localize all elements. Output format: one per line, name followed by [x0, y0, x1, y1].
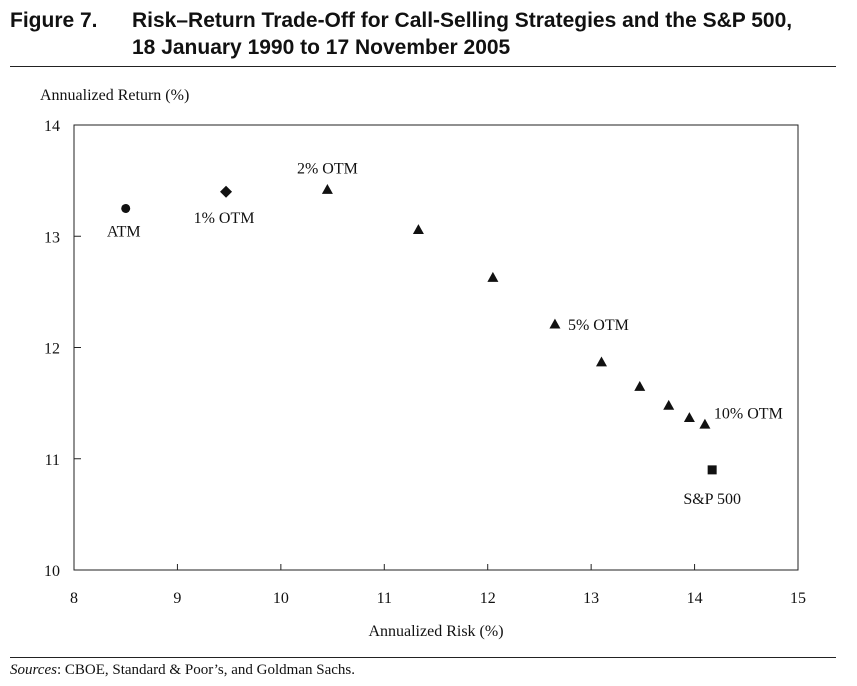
y-axis-label: Annualized Return (%) — [40, 87, 189, 104]
point-label: 2% OTM — [297, 161, 358, 178]
point-label: ATM — [107, 223, 141, 240]
data-point-circle — [121, 203, 131, 213]
x-tick-label: 12 — [480, 590, 496, 607]
bottom-rule — [10, 657, 836, 658]
x-tick-label: 11 — [377, 590, 392, 607]
x-tick-label: 10 — [273, 590, 289, 607]
y-tick-label: 10 — [44, 563, 60, 580]
data-point-triangle — [663, 399, 675, 410]
y-tick-label: 12 — [44, 341, 60, 358]
sources-text: : CBOE, Standard & Poor’s, and Goldman S… — [56, 662, 355, 678]
data-point-triangle — [549, 318, 561, 329]
data-point-triangle — [683, 412, 695, 422]
plot-area: 8 9 10 11 12 13 14 15 10 11 12 13 14 Annualized Risk … — [40, 87, 806, 640]
data-point-triangle — [595, 356, 607, 367]
point-label: 1% OTM — [194, 210, 255, 227]
sources-note: Sources: CBOE, Standard & Poor’s, and Go… — [10, 662, 355, 679]
y-tick-label: 11 — [45, 452, 60, 469]
sources-prefix: Sources — [10, 662, 57, 678]
data-point-triangle — [321, 184, 333, 194]
y-tick-label: 14 — [44, 118, 60, 135]
x-tick-label: 9 — [173, 590, 181, 607]
figure-title-line1: Risk–Return Trade-Off for Call-Selling S… — [132, 9, 793, 32]
data-point-triangle — [699, 418, 711, 429]
figure-number: Figure 7. — [10, 9, 98, 32]
x-tick-label: 15 — [790, 590, 806, 607]
data-point-triangle — [412, 224, 424, 234]
data-point-square — [707, 465, 717, 475]
point-label: S&P 500 — [683, 491, 741, 508]
y-tick-label: 13 — [44, 229, 60, 246]
figure-title: Figure 7. Risk–Return Trade-Off for Call-… — [10, 7, 850, 61]
x-tick-label: 8 — [70, 590, 78, 607]
data-point-diamond — [220, 185, 233, 198]
data-point-triangle — [487, 271, 499, 282]
figure-title-line2: 18 January 1990 to 17 November 2005 — [132, 36, 511, 59]
point-label: 10% OTM — [714, 405, 783, 422]
x-tick-label: 13 — [583, 590, 599, 607]
data-point-triangle — [634, 380, 646, 391]
top-rule — [10, 66, 836, 67]
x-axis-label: Annualized Risk (%) — [368, 623, 503, 640]
point-label: 5% OTM — [568, 317, 629, 334]
x-tick-label: 14 — [687, 590, 703, 607]
